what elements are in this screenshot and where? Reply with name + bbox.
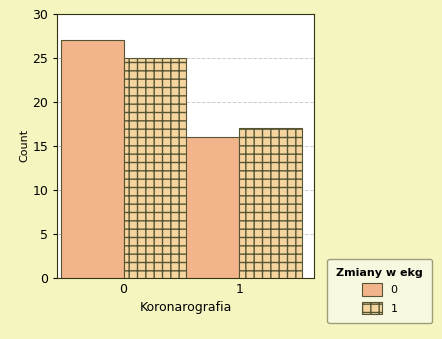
Y-axis label: Count: Count <box>20 129 30 162</box>
Bar <box>176 137 240 278</box>
X-axis label: Koronarografia: Koronarografia <box>140 301 232 314</box>
Bar <box>61 40 124 278</box>
Bar <box>124 58 187 278</box>
Bar <box>240 128 302 278</box>
Legend: 0, 1: 0, 1 <box>328 259 432 323</box>
